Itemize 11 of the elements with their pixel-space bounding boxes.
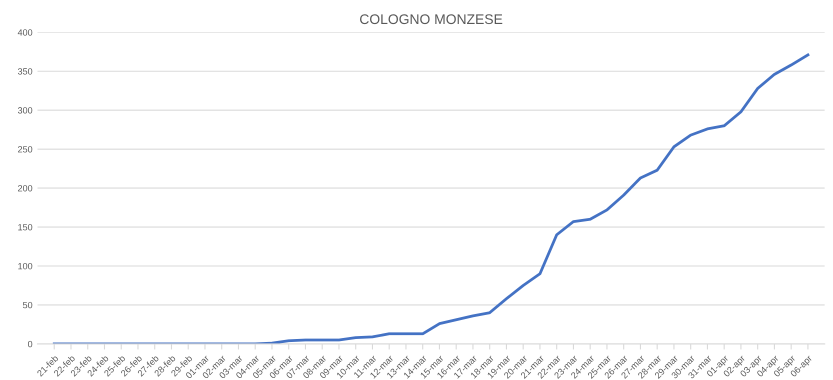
- y-tick-label: 250: [18, 146, 32, 153]
- line-series: [52, 54, 810, 344]
- y-tick-label: 350: [18, 68, 32, 75]
- y-tick-label: 300: [18, 107, 32, 114]
- y-tick-label: 50: [22, 302, 32, 308]
- y-tick-label: 100: [18, 262, 32, 270]
- y-tick-label: 150: [18, 224, 32, 230]
- y-tick-label: 200: [18, 185, 32, 192]
- y-tick-label: 0: [28, 340, 32, 348]
- y-tick-label: 400: [18, 29, 32, 36]
- chart-title: COLOGNO MONZESE: [360, 14, 502, 24]
